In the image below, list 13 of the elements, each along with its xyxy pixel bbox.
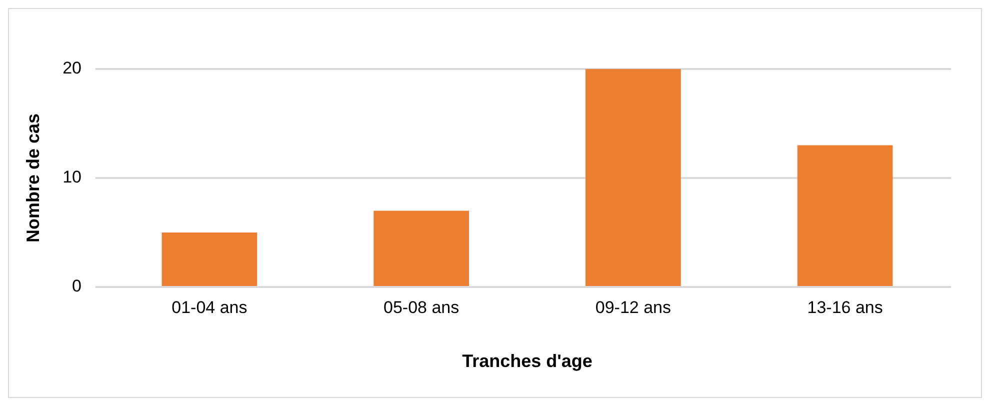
x-tick-label: 05-08 ans: [384, 298, 460, 317]
x-tick-label: 01-04 ans: [172, 298, 248, 317]
y-tick-label: 20: [62, 58, 82, 78]
y-axis-title: Nombre de cas: [22, 113, 43, 243]
bar: [586, 69, 681, 286]
x-tick-label: 13-16 ans: [807, 298, 883, 317]
y-tick-label: 0: [72, 276, 82, 296]
y-tick-label: 10: [62, 168, 82, 187]
bar: [797, 145, 893, 286]
x-tick-label: 09-12 ans: [595, 298, 672, 317]
bar: [374, 210, 469, 286]
x-axis-title: Tranches d'age: [462, 351, 592, 372]
bar: [162, 232, 258, 286]
